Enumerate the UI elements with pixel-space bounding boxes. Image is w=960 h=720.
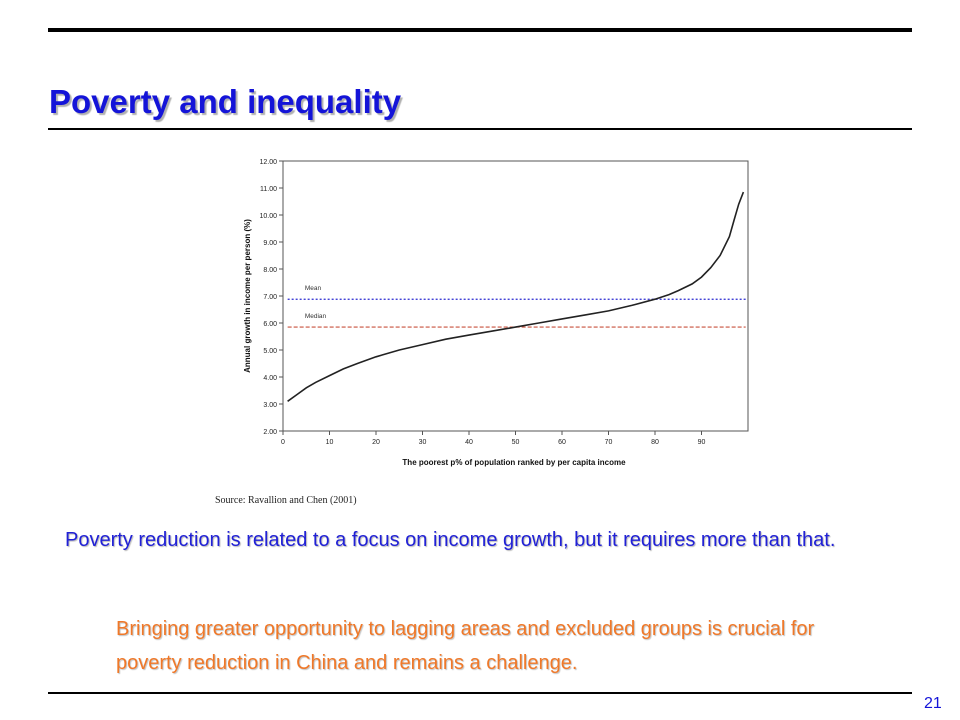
body-text-blue: Poverty reduction is related to a focus … bbox=[65, 529, 836, 551]
y-tick-label: 11.00 bbox=[260, 186, 277, 193]
y-tick-label: 3.00 bbox=[263, 402, 277, 409]
reference-label-mean: Mean bbox=[305, 285, 322, 292]
reference-label-median: Median bbox=[305, 313, 327, 320]
y-axis: 2.00 3.00 4.00 5.00 6.00 7.00 8.00 9.00 10.00 11.… bbox=[259, 159, 283, 436]
x-tick-label: 90 bbox=[698, 439, 706, 446]
x-tick-label: 70 bbox=[605, 439, 613, 446]
x-tick-label: 20 bbox=[372, 439, 380, 446]
y-tick-label: 2.00 bbox=[263, 429, 277, 436]
body-text-orange: Bringing greater opportunity to lagging … bbox=[116, 618, 815, 674]
x-tick-label: 0 bbox=[281, 439, 285, 446]
y-tick-label: 10.00 bbox=[259, 213, 277, 220]
x-tick-label: 30 bbox=[419, 439, 427, 446]
x-tick-label: 10 bbox=[326, 439, 334, 446]
x-tick-label: 40 bbox=[465, 439, 473, 446]
y-tick-label: 5.00 bbox=[263, 348, 277, 355]
y-tick-label: 9.00 bbox=[263, 240, 277, 247]
y-tick-label: 6.00 bbox=[263, 321, 277, 328]
page-number: 21 bbox=[924, 695, 942, 712]
page-title: Poverty and inequality bbox=[49, 83, 402, 120]
x-axis-label: The poorest p% of population ranked by p… bbox=[402, 458, 626, 467]
y-tick-label: 4.00 bbox=[263, 375, 277, 382]
series-line bbox=[287, 191, 745, 402]
chart-plot-frame bbox=[282, 160, 749, 432]
x-tick-label: 60 bbox=[558, 439, 566, 446]
y-tick-label: 7.00 bbox=[263, 294, 277, 301]
title-rule bbox=[48, 128, 912, 130]
y-tick-label: 12.00 bbox=[259, 159, 277, 166]
y-tick-label: 8.00 bbox=[263, 267, 277, 274]
y-axis-label: Annual growth in income per person (%) bbox=[243, 219, 252, 373]
x-axis: 0 10 20 30 40 50 60 70 80 90 bbox=[281, 431, 705, 446]
x-tick-label: 80 bbox=[651, 439, 659, 446]
bottom-rule bbox=[48, 692, 912, 694]
source-note: Source: Ravallion and Chen (2001) bbox=[215, 495, 357, 506]
x-tick-label: 50 bbox=[512, 439, 520, 446]
top-rule bbox=[48, 28, 912, 32]
